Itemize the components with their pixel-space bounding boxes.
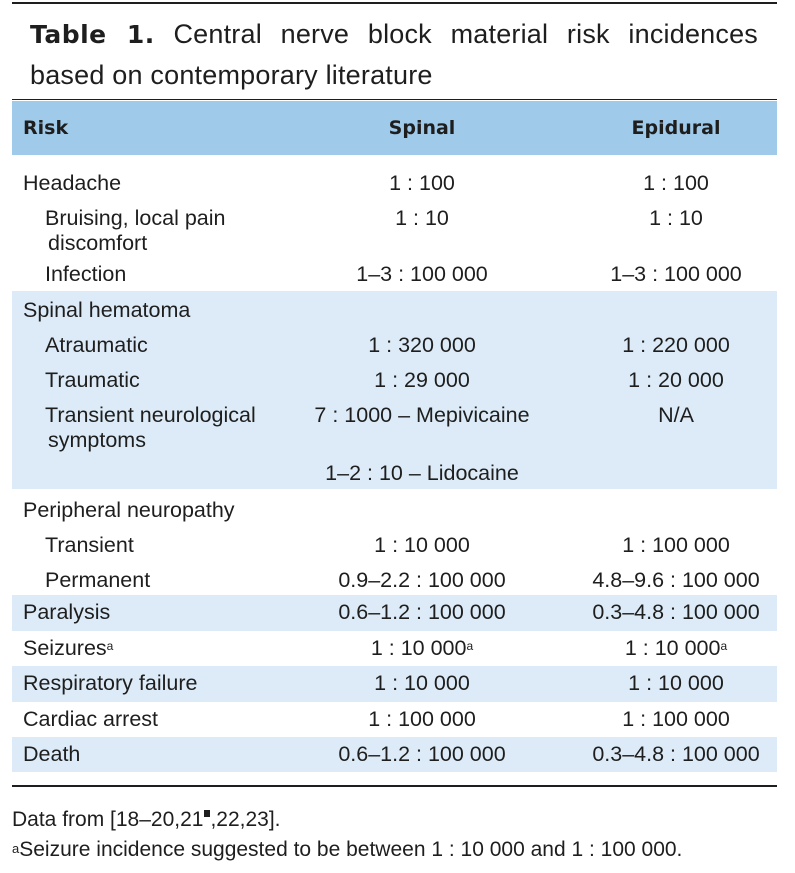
group-label: Peripheral neuropathy <box>23 498 235 522</box>
table-row: Bruising, local pain discomfort 1 : 10 1… <box>12 198 777 256</box>
spinal-value: 1 : 10 <box>395 206 449 230</box>
top-rule <box>12 2 777 4</box>
table-header: Risk Spinal Epidural <box>12 101 777 155</box>
epidural-value: 1 : 10 000 <box>628 671 724 695</box>
epidural-value: 1 : 10 000a <box>624 636 728 660</box>
footnote-marker: a <box>106 639 114 653</box>
epidural-value: 1 : 20 000 <box>628 368 724 392</box>
footnote: aSeizure incidence suggested to be betwe… <box>12 838 683 861</box>
column-header-spinal: Spinal <box>388 117 456 139</box>
column-header-epidural: Epidural <box>631 117 721 139</box>
epidural-value: 4.8–9.6 : 100 000 <box>592 568 760 592</box>
source-note: Data from [18–20,21,22,23]. <box>12 808 281 831</box>
risk-label-continued: discomfort <box>48 231 148 255</box>
spinal-value: 0.6–1.2 : 100 000 <box>338 742 506 766</box>
risk-label: Atraumatic <box>45 333 148 357</box>
footnote-marker: a <box>12 841 20 856</box>
risk-label: Traumatic <box>45 368 140 392</box>
spinal-value: 0.6–1.2 : 100 000 <box>338 600 506 624</box>
risk-label: Paralysis <box>23 600 111 624</box>
epidural-value: 0.3–4.8 : 100 000 <box>592 600 760 624</box>
footnote-marker: a <box>466 639 474 653</box>
spinal-value: 1 : 320 000 <box>368 333 476 357</box>
epidural-value: 1 : 100 <box>643 171 709 195</box>
table-group-peripheral-neuropathy: Peripheral neuropathy Transient 1 : 10 0… <box>12 489 777 595</box>
risk-label: Seizuresa <box>23 636 114 660</box>
spinal-value: 1 : 100 <box>389 171 455 195</box>
table-row: Respiratory failure 1 : 10 000 1 : 10 00… <box>12 666 777 702</box>
epidural-value: 1–3 : 100 000 <box>610 262 742 286</box>
table-row: Headache 1 : 100 1 : 100 <box>12 163 777 198</box>
spinal-value: 7 : 1000 – Mepivicaine <box>314 403 530 427</box>
epidural-value: 1 : 100 000 <box>622 707 730 731</box>
group-label: Spinal hematoma <box>23 298 191 322</box>
risk-label: Respiratory failure <box>23 671 198 695</box>
risk-label: Cardiac arrest <box>23 707 159 731</box>
table-row: Death 0.6–1.2 : 100 000 0.3–4.8 : 100 00… <box>12 737 777 772</box>
risk-label: Death <box>23 742 81 766</box>
spinal-value: 1 : 100 000 <box>368 707 476 731</box>
epidural-value: 1 : 220 000 <box>622 333 730 357</box>
risk-label: Transient neurological <box>45 403 256 427</box>
spinal-value: 1 : 10 000a <box>370 636 474 660</box>
risk-label: Permanent <box>45 568 151 592</box>
risk-label: Bruising, local pain <box>45 206 226 230</box>
table-label: Table 1. <box>30 20 155 49</box>
spinal-value: 1 : 10 000 <box>374 671 470 695</box>
table-row: Cardiac arrest 1 : 100 000 1 : 100 000 <box>12 702 777 737</box>
epidural-value: 1 : 100 000 <box>622 533 730 557</box>
risk-label: Transient <box>45 533 134 557</box>
footnote-marker: a <box>720 639 728 653</box>
spinal-value: 1 : 10 000 <box>374 533 470 557</box>
column-header-risk: Risk <box>23 117 69 139</box>
risk-label: Headache <box>23 171 122 195</box>
epidural-value: 0.3–4.8 : 100 000 <box>592 742 760 766</box>
table-caption-text: Central nerve block material risk incide… <box>30 19 759 90</box>
bottom-rule <box>12 785 777 787</box>
risk-label-continued: symptoms <box>48 428 146 452</box>
table-row: Paralysis 0.6–1.2 : 100 000 0.3–4.8 : 10… <box>12 595 777 631</box>
risk-label: Infection <box>45 262 127 286</box>
table-caption: Table 1. Central nerve block material ri… <box>30 14 758 95</box>
table-group-spinal-hematoma: Spinal hematoma Atraumatic 1 : 320 000 1… <box>12 291 777 489</box>
reference-highlight-square-icon <box>204 810 211 817</box>
epidural-value: N/A <box>658 403 694 427</box>
caption-rule <box>12 99 777 100</box>
spinal-value-continued: 1–2 : 10 – Lidocaine <box>325 461 519 485</box>
table-row: Seizuresa 1 : 10 000a 1 : 10 000a <box>12 631 777 666</box>
spinal-value: 1–3 : 100 000 <box>356 262 488 286</box>
spinal-value: 1 : 29 000 <box>374 368 470 392</box>
table-row: Infection 1–3 : 100 000 1–3 : 100 000 <box>12 256 777 291</box>
spinal-value: 0.9–2.2 : 100 000 <box>338 568 506 592</box>
table-notes: Data from [18–20,21,22,23]. aSeizure inc… <box>12 805 682 865</box>
table-body: Headache 1 : 100 1 : 100 Bruising, local… <box>12 163 777 772</box>
epidural-value: 1 : 10 <box>649 206 703 230</box>
